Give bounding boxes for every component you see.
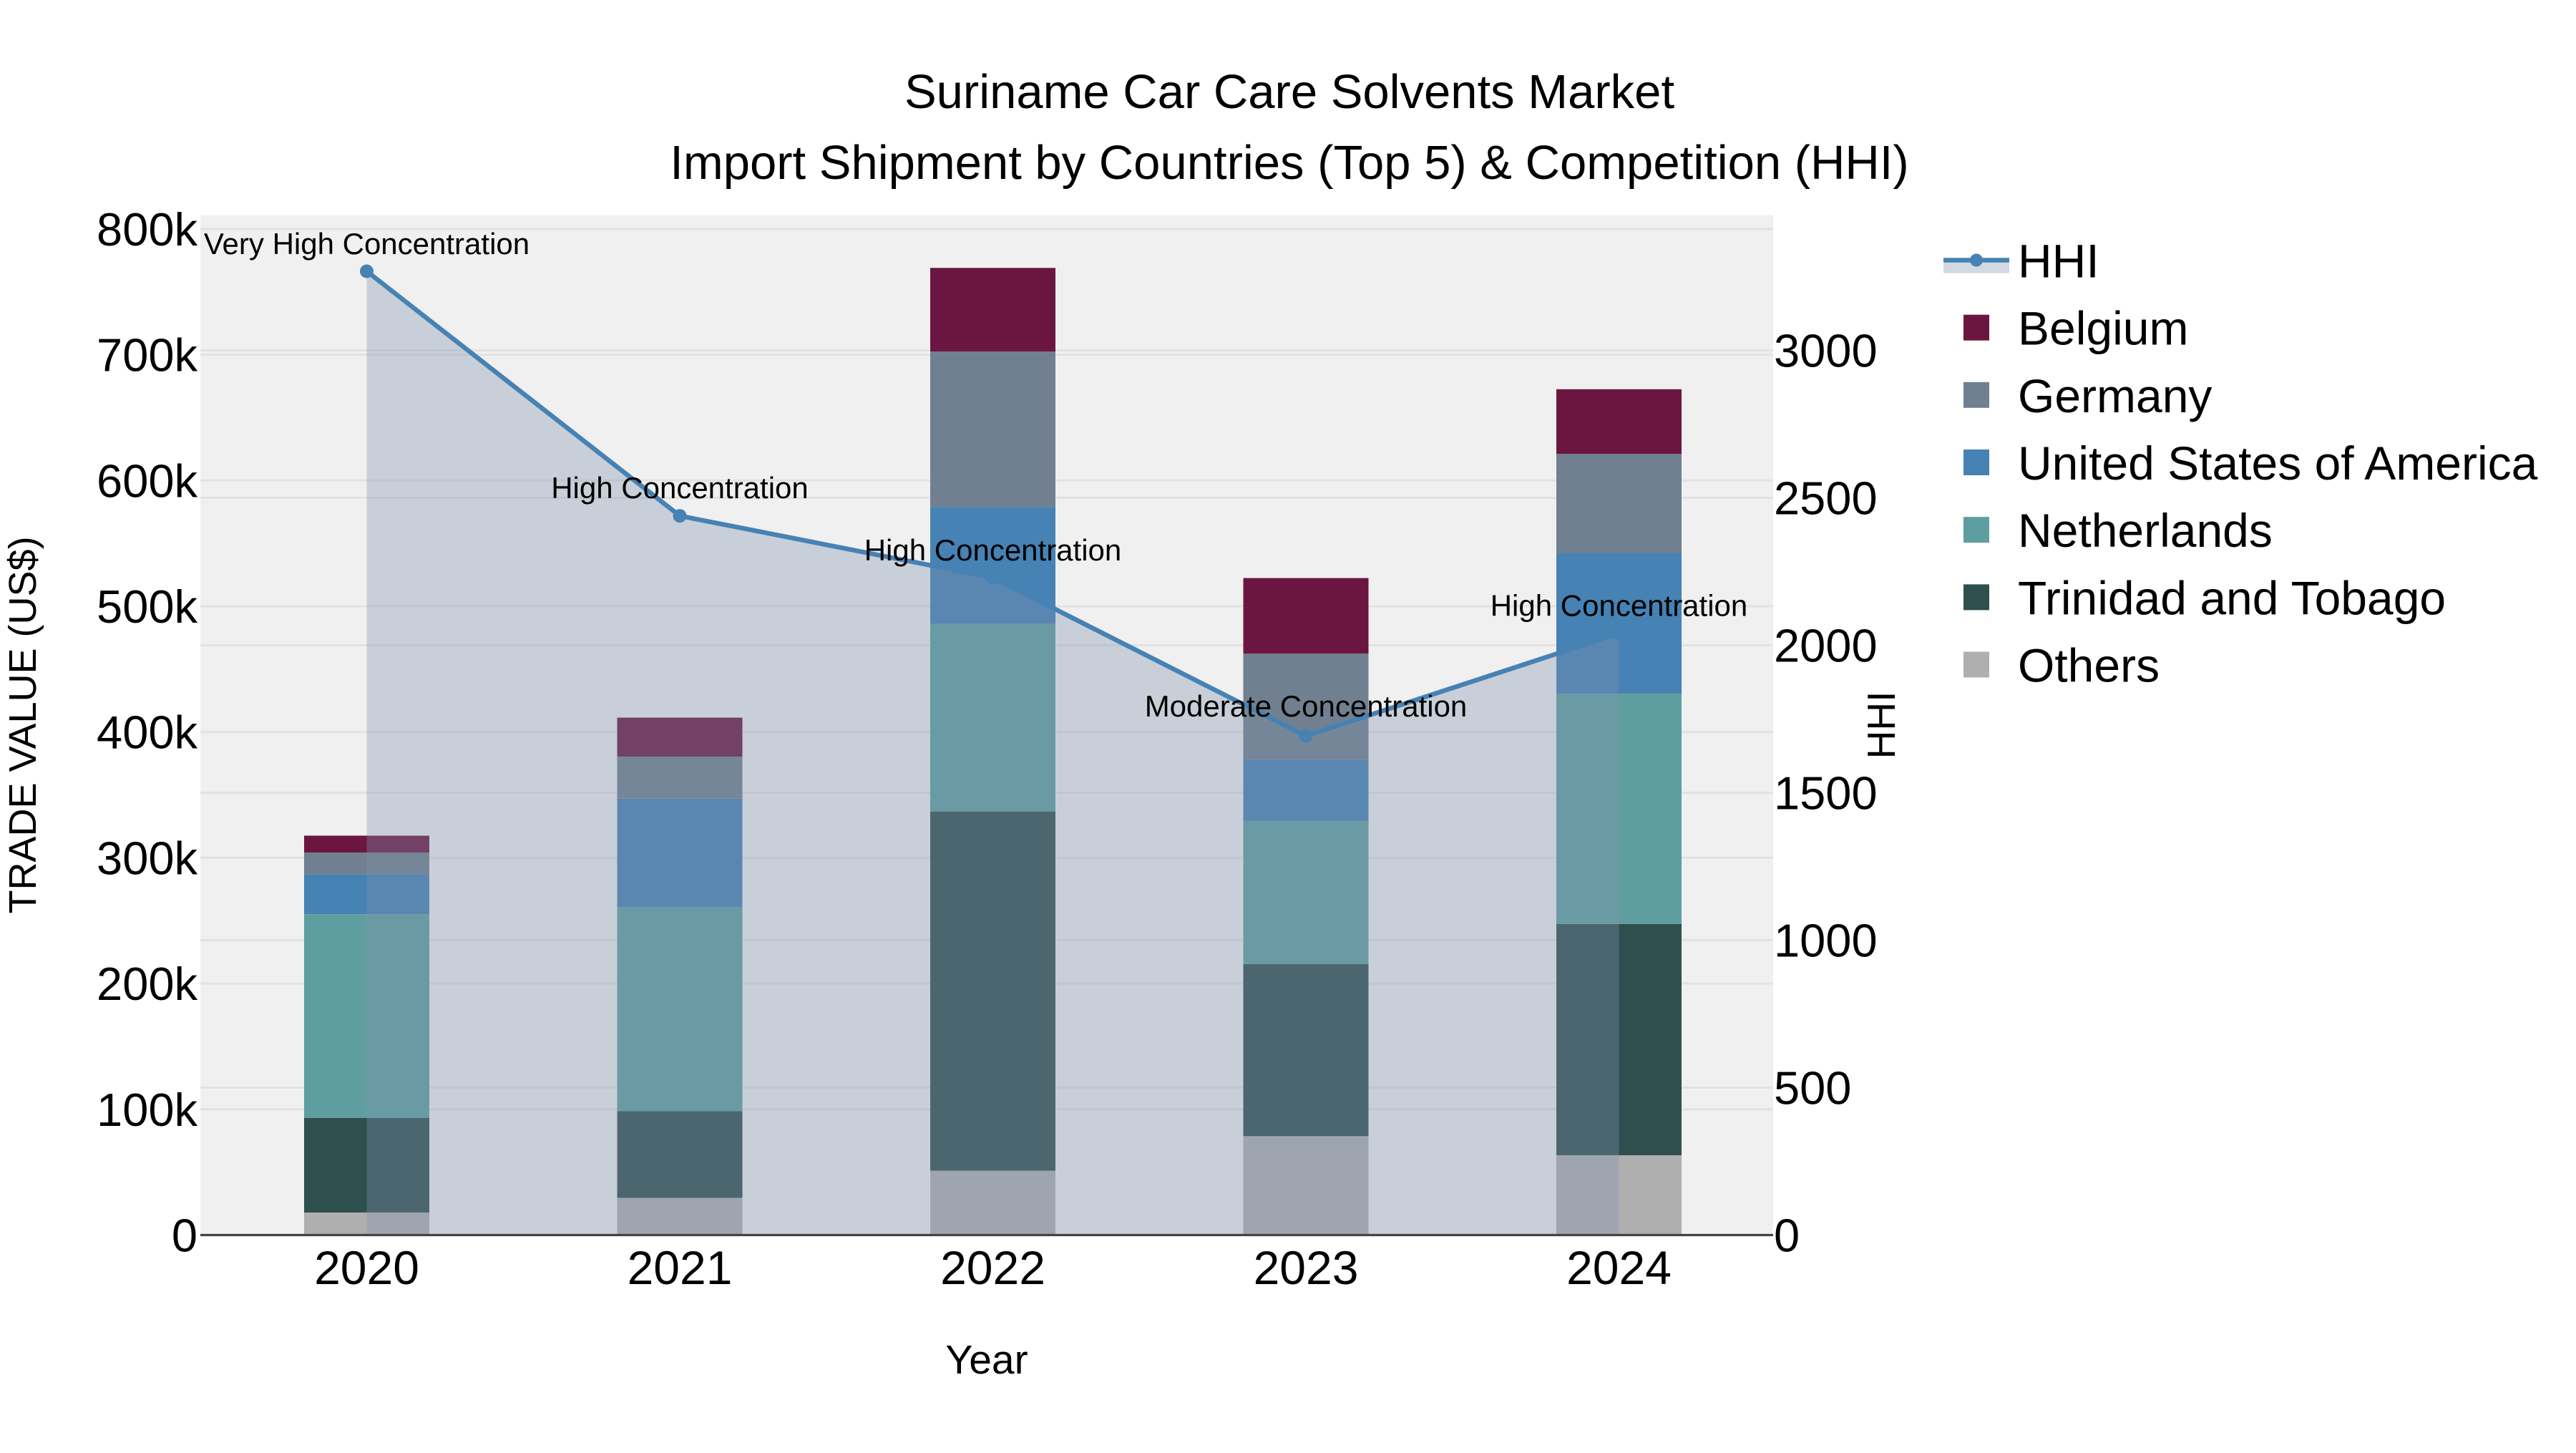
svg-text:500: 500 xyxy=(1774,1062,1851,1114)
svg-text:2020: 2020 xyxy=(314,1241,419,1294)
svg-text:HHI: HHI xyxy=(1859,691,1903,759)
svg-text:2021: 2021 xyxy=(628,1241,733,1294)
svg-text:600k: 600k xyxy=(97,455,197,507)
svg-text:Very High Concentration: Very High Concentration xyxy=(204,227,530,261)
svg-text:2500: 2500 xyxy=(1774,472,1878,525)
svg-text:High Concentration: High Concentration xyxy=(1491,589,1748,623)
svg-text:Import Shipment by Countries (: Import Shipment by Countries (Top 5) & C… xyxy=(670,136,1908,190)
svg-text:1500: 1500 xyxy=(1774,767,1878,820)
svg-text:100k: 100k xyxy=(97,1084,197,1136)
svg-text:1000: 1000 xyxy=(1774,915,1878,967)
svg-text:300k: 300k xyxy=(97,832,197,884)
svg-text:United States of America: United States of America xyxy=(2018,437,2538,490)
svg-text:500k: 500k xyxy=(97,580,197,633)
svg-text:Others: Others xyxy=(2018,639,2160,692)
svg-text:2022: 2022 xyxy=(940,1241,1045,1294)
svg-text:0: 0 xyxy=(1774,1210,1800,1262)
svg-text:High Concentration: High Concentration xyxy=(551,471,809,505)
svg-text:2023: 2023 xyxy=(1254,1241,1359,1294)
svg-text:High Concentration: High Concentration xyxy=(864,533,1122,567)
svg-text:2000: 2000 xyxy=(1774,620,1878,672)
svg-text:800k: 800k xyxy=(97,203,197,256)
svg-text:700k: 700k xyxy=(97,329,197,382)
svg-text:400k: 400k xyxy=(97,706,197,759)
svg-text:Suriname Car Care Solvents Mar: Suriname Car Care Solvents Market xyxy=(904,65,1675,119)
svg-text:3000: 3000 xyxy=(1774,325,1878,377)
svg-text:Germany: Germany xyxy=(2018,369,2212,422)
svg-text:TRADE VALUE (US$): TRADE VALUE (US$) xyxy=(1,536,44,913)
svg-text:Trinidad and Tobago: Trinidad and Tobago xyxy=(2018,571,2446,624)
svg-text:200k: 200k xyxy=(97,958,197,1010)
svg-text:HHI: HHI xyxy=(2018,235,2099,288)
svg-text:Year: Year xyxy=(945,1337,1028,1383)
svg-text:Belgium: Belgium xyxy=(2018,302,2188,355)
svg-text:Moderate Concentration: Moderate Concentration xyxy=(1145,689,1468,723)
svg-text:Netherlands: Netherlands xyxy=(2018,504,2273,557)
svg-text:2024: 2024 xyxy=(1566,1241,1672,1294)
svg-text:0: 0 xyxy=(172,1210,197,1262)
